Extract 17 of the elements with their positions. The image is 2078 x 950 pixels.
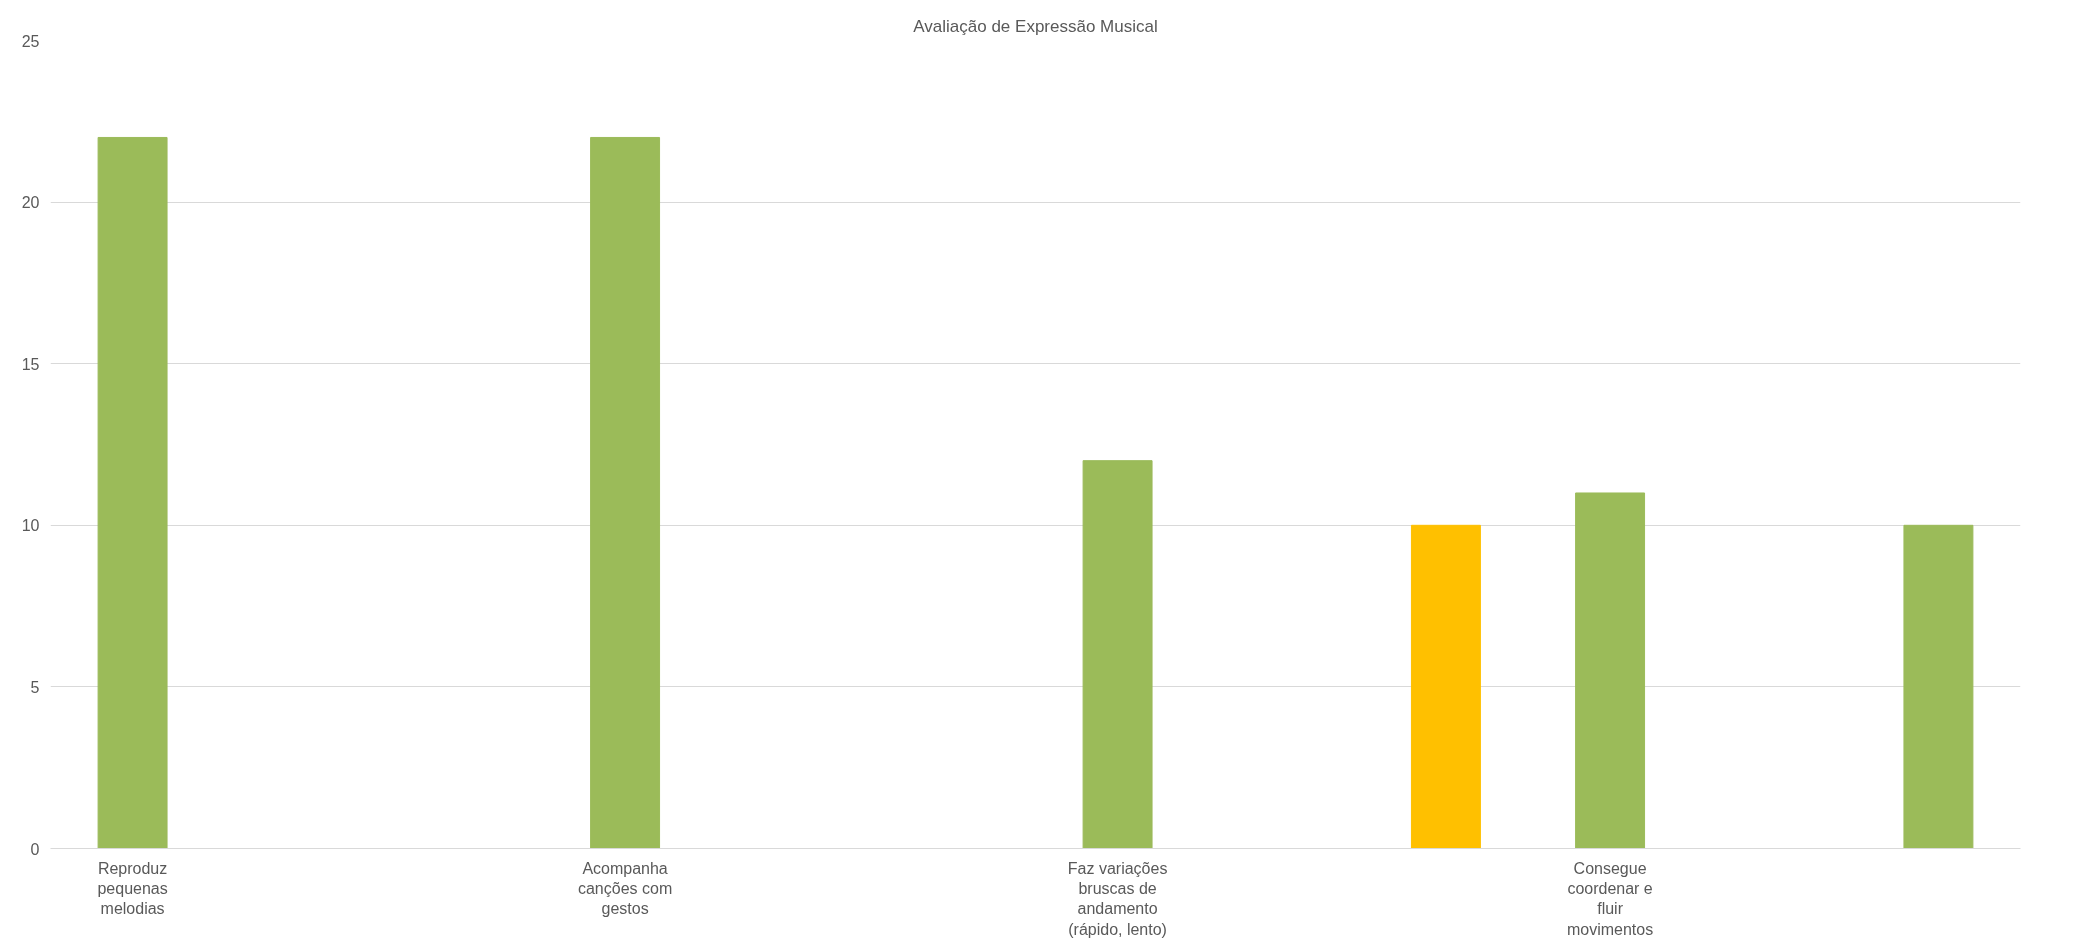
bar [1903, 524, 1974, 849]
bar [97, 136, 168, 849]
bar [1082, 460, 1153, 849]
y-tick-label: 15 [21, 355, 40, 373]
bar [590, 136, 661, 849]
bar [1575, 492, 1646, 849]
x-tick-label: Acompanha canções com gestos [577, 859, 673, 918]
chart-title: Avaliação de Expressão Musical [913, 16, 1158, 36]
y-tick-label: 20 [21, 194, 40, 212]
x-tick-label: Faz variações bruscas de andamento (rápido, lento) [1067, 859, 1168, 938]
x-tick-label: Consegue coordenar e fluir movimentos [1566, 859, 1654, 938]
x-tick-label: Reproduz pequenas melodias [97, 859, 168, 918]
y-tick-label: 5 [30, 678, 40, 696]
y-tick-label: 25 [21, 32, 40, 50]
y-tick-label: 10 [21, 517, 40, 535]
bar [1410, 524, 1481, 849]
y-tick-label: 0 [30, 840, 40, 858]
